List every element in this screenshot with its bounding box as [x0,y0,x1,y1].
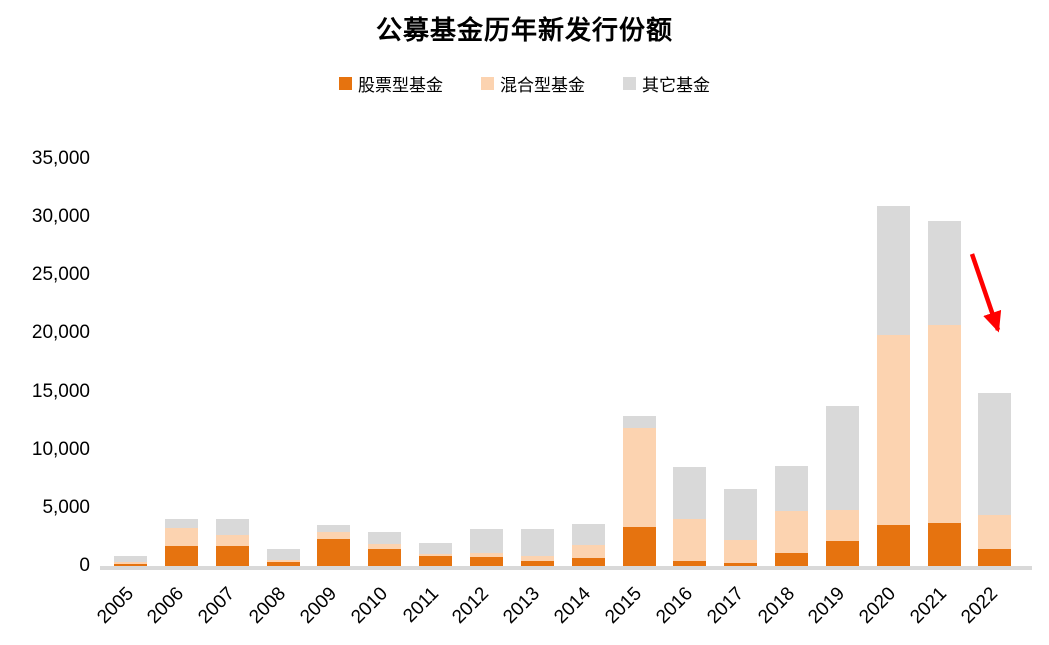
bar-segment-2005-other [114,555,147,562]
y-tick-label-35000: 35,000 [31,148,90,169]
bar-segment-2007-stock [215,545,249,566]
bar-segment-2011-stock [419,556,453,566]
bar-segment-2008-other [266,548,300,561]
bar-segment-2010-other [368,532,402,545]
bar-segment-2017-hybrid [724,539,758,563]
bar-segment-2021-stock [927,522,961,566]
bar-segment-2006-hybrid [164,528,198,546]
bar-segment-2013-hybrid [520,556,554,562]
bar-segment-2016-stock [673,561,707,566]
bar-segment-2016-other [673,467,707,519]
y-tick-label-10000: 10,000 [31,438,90,460]
bar-segment-2015-stock [622,527,656,566]
bar-segment-2018-other [775,465,809,512]
bar-segment-2019-hybrid [825,509,859,541]
bar-segment-2014-stock [571,557,605,566]
bar-segment-2017-stock [724,562,758,566]
bar-segment-2015-hybrid [622,428,656,528]
bar-segment-2020-stock [876,525,910,566]
bar-segment-2006-other [164,519,198,529]
legend-label-hybrid: 混合型基金 [500,76,585,95]
legend-item-other: 其它基金 [623,71,710,96]
bar-segment-2014-hybrid [571,545,605,558]
bar-segment-2020-other [876,205,910,335]
chart-legend: 股票型基金 混合型基金 其它基金 [0,71,1049,96]
bar-segment-2021-hybrid [927,325,961,523]
bar-segment-2022-hybrid [978,514,1012,549]
bar-segment-2020-hybrid [876,334,910,526]
y-tick-label-25000: 25,000 [31,264,90,286]
bar-segment-2019-stock [825,540,859,566]
bar-segment-2009-hybrid [317,531,351,540]
bar-segment-2009-other [317,525,351,532]
bar-segment-2013-other [520,528,554,557]
bar-segment-2022-other [978,392,1012,515]
y-tick-label-15000: 15,000 [31,380,90,402]
bar-segment-2015-other [622,415,656,429]
legend-label-other: 其它基金 [642,76,710,95]
chart-title: 公募基金历年新发行份额 [375,15,673,45]
bar-segment-2009-stock [317,539,351,566]
y-tick-label-30000: 30,000 [31,206,90,228]
bar-segment-2022-stock [978,548,1012,566]
bar-segment-2010-stock [368,549,402,566]
legend-item-stock: 股票型基金 [339,71,443,96]
bar-segment-2010-hybrid [368,544,402,550]
legend-label-stock: 股票型基金 [358,76,443,95]
legend-swatch-stock [339,77,352,90]
bar-segment-2008-stock [266,561,300,566]
bar-segment-2018-hybrid [775,511,809,554]
legend-item-hybrid: 混合型基金 [481,71,585,96]
bar-segment-2021-other [927,220,961,326]
bar-segment-2013-stock [520,561,554,566]
bar-segment-2018-stock [775,553,809,566]
bar-segment-2008-hybrid [266,560,300,562]
x-axis-line [100,566,1032,570]
decline-arrow [969,253,1002,333]
bar-segment-2007-other [215,519,249,536]
bar-segment-2012-stock [469,557,503,566]
bar-segment-2012-other [469,528,503,553]
bar-segment-2017-other [724,489,758,540]
y-tick-label-0: 0 [79,555,90,576]
bar-segment-2005-hybrid [114,561,147,564]
legend-swatch-hybrid [481,77,494,90]
bar-segment-2005-stock [114,563,147,566]
y-tick-label-5000: 5,000 [42,496,90,518]
y-tick-label-20000: 20,000 [31,322,90,344]
bar-segment-2014-other [571,524,605,546]
bar-segment-2012-hybrid [469,552,503,558]
bar-segment-2019-other [825,405,859,510]
bar-segment-2006-stock [164,545,198,566]
bar-segment-2011-hybrid [419,553,453,557]
bar-segment-2007-hybrid [215,535,249,546]
legend-swatch-other [623,77,636,90]
bar-segment-2011-other [419,542,453,554]
bar-segment-2016-hybrid [673,518,707,562]
